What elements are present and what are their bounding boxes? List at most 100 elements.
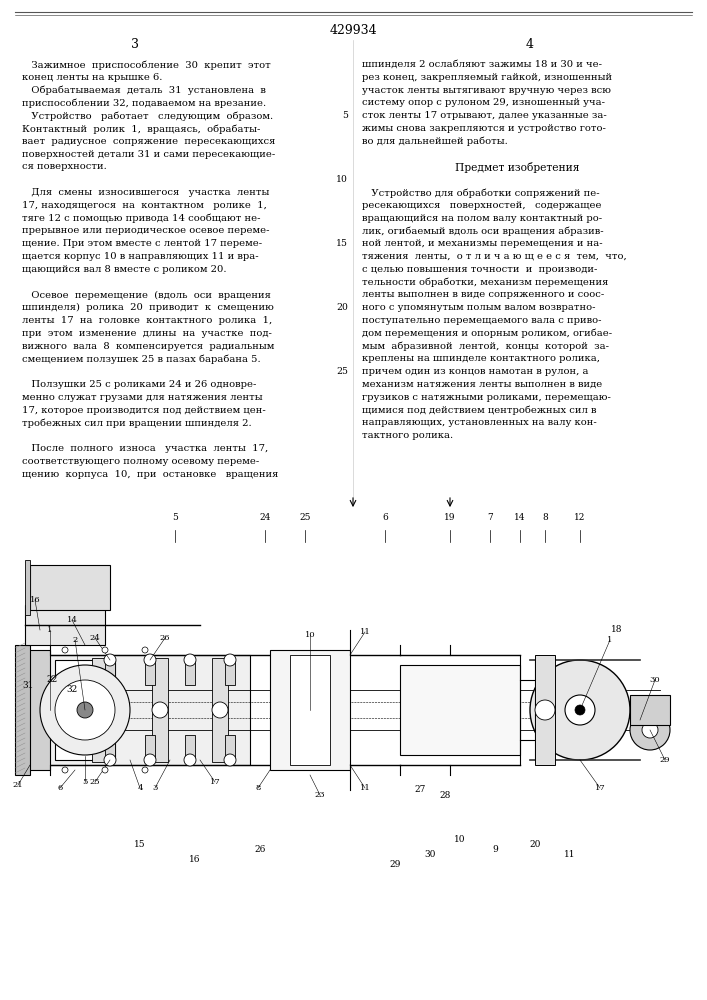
Text: 17: 17	[595, 784, 605, 792]
Circle shape	[530, 660, 630, 760]
Circle shape	[102, 647, 108, 653]
Text: сток ленты 17 отрывают, далее указанные за-: сток ленты 17 отрывают, далее указанные …	[362, 111, 607, 120]
Text: 10: 10	[455, 835, 466, 844]
Text: щению  корпуса  10,  при  остановке   вращения: щению корпуса 10, при остановке вращения	[22, 470, 279, 479]
Text: во для дальнейшей работы.: во для дальнейшей работы.	[362, 137, 508, 146]
Text: 1: 1	[607, 636, 613, 644]
Text: 429934: 429934	[329, 23, 377, 36]
Text: 15: 15	[336, 239, 348, 248]
Text: приспособлении 32, подаваемом на врезание.: приспособлении 32, подаваемом на врезани…	[22, 98, 266, 108]
Text: 14: 14	[66, 616, 78, 624]
Text: 22: 22	[47, 676, 58, 684]
Text: 17: 17	[209, 778, 221, 786]
Text: ленты выполнен в виде сопряженного и соос-: ленты выполнен в виде сопряженного и соо…	[362, 290, 604, 299]
Circle shape	[40, 665, 130, 755]
Circle shape	[104, 654, 116, 666]
Text: Обрабатываемая  деталь  31  установлена  в: Обрабатываемая деталь 31 установлена в	[22, 86, 266, 95]
Circle shape	[212, 702, 228, 718]
Text: Осевое  перемещение  (вдоль  оси  вращения: Осевое перемещение (вдоль оси вращения	[22, 290, 271, 300]
Text: ся поверхности.: ся поверхности.	[22, 162, 107, 171]
Text: шпинделя)  ролика  20  приводит  к  смещению: шпинделя) ролика 20 приводит к смещению	[22, 303, 274, 312]
Circle shape	[142, 647, 148, 653]
Text: щающийся вал 8 вместе с роликом 20.: щающийся вал 8 вместе с роликом 20.	[22, 265, 226, 274]
Circle shape	[184, 654, 196, 666]
Bar	[92, 658, 108, 762]
Text: 12: 12	[574, 513, 585, 522]
Text: 20: 20	[336, 303, 348, 312]
Bar	[55, 660, 115, 760]
Bar	[400, 665, 520, 755]
Text: 11: 11	[360, 784, 370, 792]
Bar	[630, 695, 670, 725]
Text: 21: 21	[13, 781, 23, 789]
Text: 18: 18	[612, 626, 623, 635]
Text: тяге 12 с помощью привода 14 сообщают не-: тяге 12 с помощью привода 14 сообщают не…	[22, 214, 260, 223]
Circle shape	[575, 705, 585, 715]
Text: креплены на шпинделе контактного ролика,: креплены на шпинделе контактного ролика,	[362, 354, 600, 363]
Text: тробежных сил при вращении шпинделя 2.: тробежных сил при вращении шпинделя 2.	[22, 418, 252, 428]
Bar	[152, 658, 168, 762]
Text: Устройство для обработки сопряжений пе-: Устройство для обработки сопряжений пе-	[362, 188, 600, 198]
Text: 5: 5	[172, 513, 178, 522]
Circle shape	[102, 767, 108, 773]
Circle shape	[642, 722, 658, 738]
Bar	[30, 655, 250, 765]
Text: 26: 26	[255, 845, 266, 854]
Text: 28: 28	[439, 790, 450, 800]
Text: 10: 10	[305, 631, 315, 639]
Text: 1: 1	[47, 626, 53, 634]
Text: 25: 25	[90, 778, 100, 786]
Text: лик, огибаемый вдоль оси вращения абразив-: лик, огибаемый вдоль оси вращения абрази…	[362, 226, 604, 236]
Text: жимы снова закрепляются и устройство гото-: жимы снова закрепляются и устройство гот…	[362, 124, 606, 133]
Text: ленты  17  на  головке  контактного  ролика  1,: ленты 17 на головке контактного ролика 1…	[22, 316, 272, 325]
Text: вращающийся на полом валу контактный ро-: вращающийся на полом валу контактный ро-	[362, 214, 602, 223]
Text: 26: 26	[160, 634, 170, 642]
Text: 8: 8	[542, 513, 548, 522]
Bar	[15, 520, 692, 950]
Circle shape	[55, 680, 115, 740]
Text: 31: 31	[23, 680, 34, 690]
Text: рез конец, закрепляемый гайкой, изношенный: рез конец, закрепляемый гайкой, изношенн…	[362, 73, 612, 82]
Bar	[145, 735, 155, 760]
Circle shape	[62, 647, 68, 653]
Bar	[185, 735, 195, 760]
Circle shape	[332, 702, 348, 718]
Text: После  полного  износа   участка  ленты  17,: После полного износа участка ленты 17,	[22, 444, 268, 453]
Circle shape	[144, 754, 156, 766]
Text: ной лентой, и механизмы перемещения и на-: ной лентой, и механизмы перемещения и на…	[362, 239, 602, 248]
Text: 4: 4	[526, 38, 534, 51]
Text: Контактный  ролик  1,  вращаясь,  обрабаты-: Контактный ролик 1, вращаясь, обрабаты-	[22, 124, 260, 133]
Text: участок ленты вытягивают вручную через всю: участок ленты вытягивают вручную через в…	[362, 86, 611, 95]
Bar	[535, 655, 555, 765]
Text: тактного ролика.: тактного ролика.	[362, 431, 453, 440]
Bar	[25, 605, 105, 645]
Bar	[225, 660, 235, 685]
Text: причем один из концов намотан в рулон, а: причем один из концов намотан в рулон, а	[362, 367, 588, 376]
Text: ного с упомянутым полым валом возвратно-: ного с упомянутым полым валом возвратно-	[362, 303, 595, 312]
Text: 8: 8	[255, 784, 261, 792]
Text: 6: 6	[382, 513, 388, 522]
Text: тельности обработки, механизм перемещения: тельности обработки, механизм перемещени…	[362, 278, 609, 287]
Bar	[212, 658, 228, 762]
Text: 30: 30	[650, 676, 660, 684]
Text: поступательно перемещаемого вала с приво-: поступательно перемещаемого вала с приво…	[362, 316, 602, 325]
Circle shape	[224, 654, 236, 666]
Text: 11: 11	[360, 628, 370, 636]
Text: конец ленты на крышке 6.: конец ленты на крышке 6.	[22, 73, 163, 82]
Text: 6: 6	[57, 784, 63, 792]
Bar	[290, 655, 330, 765]
Bar	[145, 660, 155, 685]
Circle shape	[77, 702, 93, 718]
Text: 27: 27	[414, 786, 426, 794]
Text: вает  радиусное  сопряжение  пересекающихся: вает радиусное сопряжение пересекающихся	[22, 137, 275, 146]
Text: дом перемещения и опорным роликом, огибае-: дом перемещения и опорным роликом, огиба…	[362, 329, 612, 338]
Text: соответствующего полному осевому переме-: соответствующего полному осевому переме-	[22, 457, 259, 466]
Text: 14: 14	[514, 513, 526, 522]
Text: 23: 23	[315, 791, 325, 799]
Text: 10: 10	[336, 175, 348, 184]
Text: 25: 25	[336, 367, 348, 376]
Text: 4: 4	[137, 784, 143, 792]
Text: 25: 25	[299, 513, 311, 522]
Text: 16: 16	[189, 855, 201, 864]
Bar	[25, 650, 50, 770]
